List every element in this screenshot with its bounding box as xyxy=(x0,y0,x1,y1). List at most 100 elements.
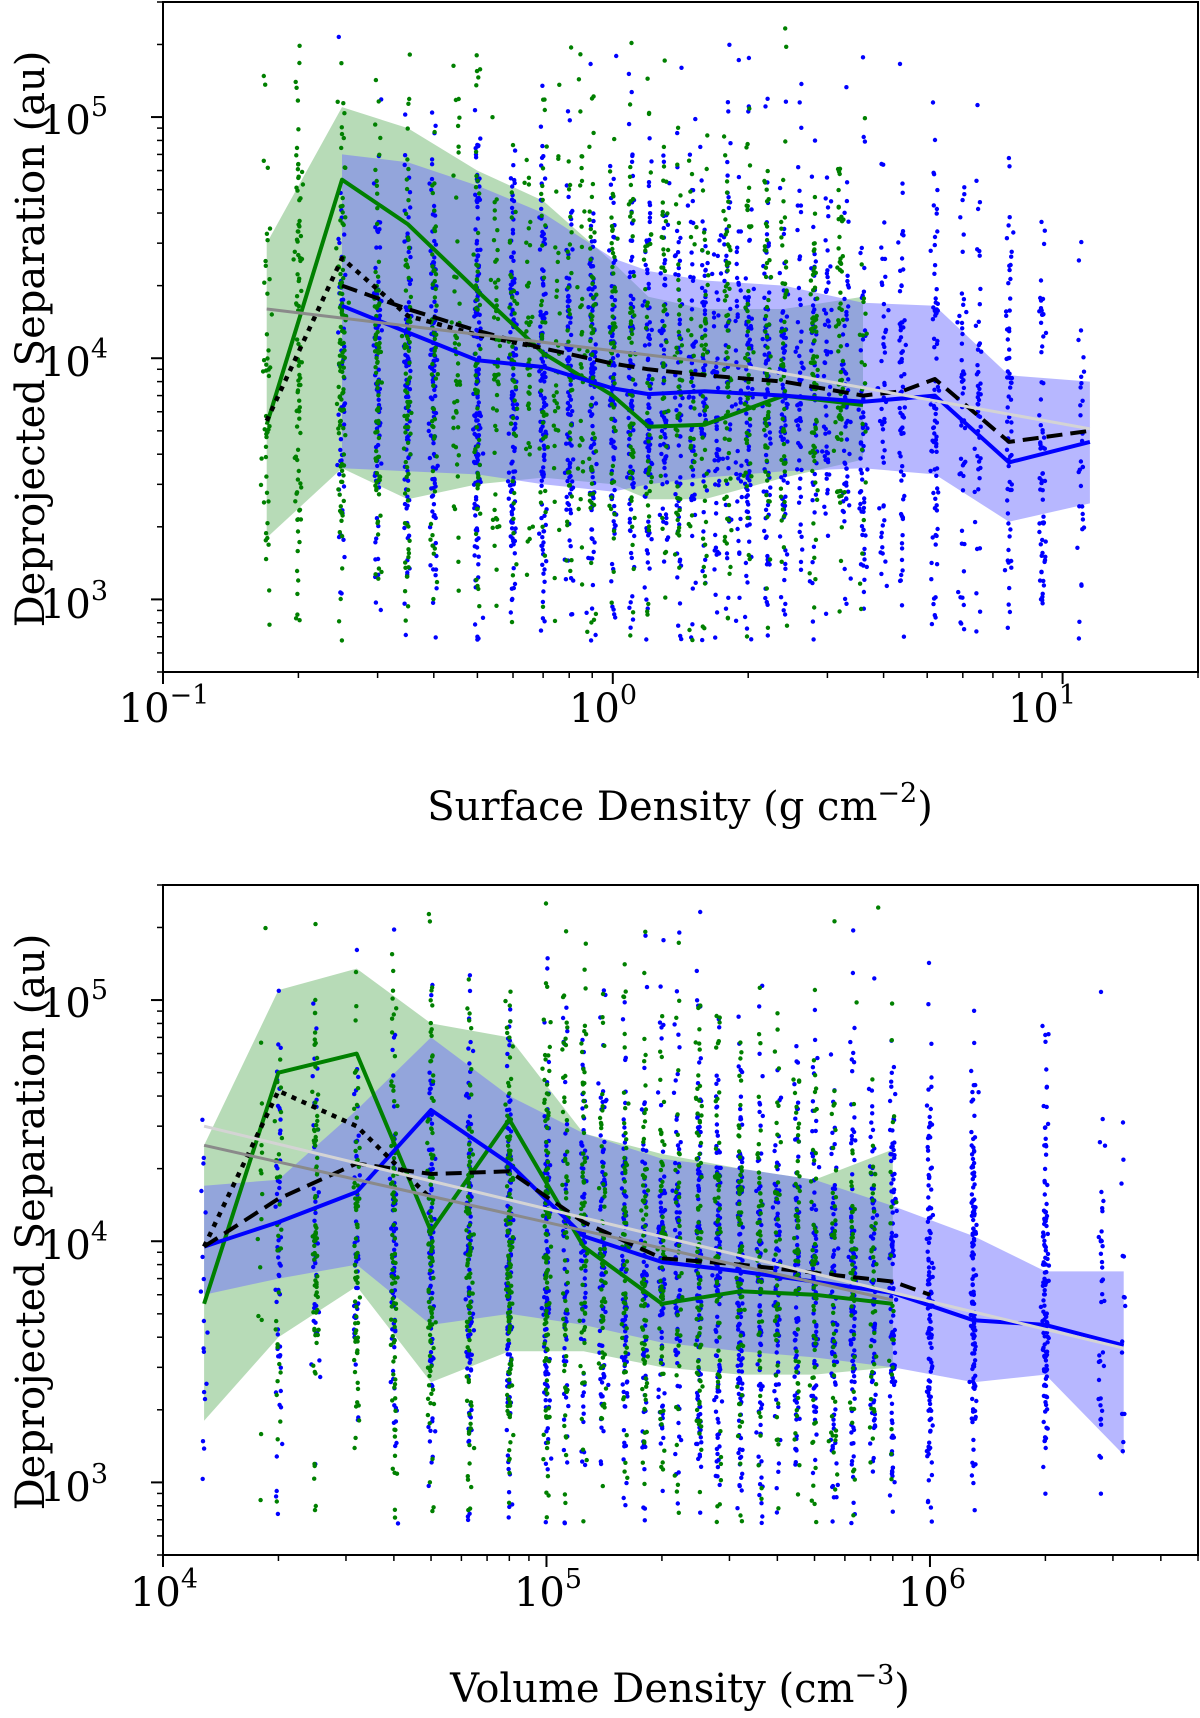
green-data-point xyxy=(495,247,500,253)
green-data-point xyxy=(403,257,409,263)
blue-data-point xyxy=(469,1407,474,1413)
blue-data-point xyxy=(512,551,517,556)
blue-data-point xyxy=(677,557,683,562)
blue-data-point xyxy=(472,544,477,549)
blue-data-point xyxy=(725,100,731,105)
blue-data-point xyxy=(467,1061,472,1066)
green-data-point xyxy=(432,434,437,439)
blue-data-point xyxy=(1005,419,1010,424)
green-data-point xyxy=(764,187,769,192)
blue-data-point xyxy=(678,403,683,408)
blue-data-point xyxy=(809,1206,814,1212)
green-data-point xyxy=(782,469,787,474)
green-data-point xyxy=(578,52,583,57)
blue-data-point xyxy=(1040,497,1046,502)
blue-data-point xyxy=(591,218,596,224)
green-data-point xyxy=(477,67,483,72)
blue-data-point xyxy=(1007,347,1012,352)
blue-data-point xyxy=(977,341,983,346)
green-data-point xyxy=(661,164,667,169)
green-data-point xyxy=(509,215,514,220)
green-data-point xyxy=(526,175,532,180)
green-data-point xyxy=(569,558,574,563)
blue-data-point xyxy=(880,455,886,460)
green-data-point xyxy=(554,278,560,284)
green-data-point xyxy=(340,195,345,201)
blue-data-point xyxy=(901,634,907,639)
green-data-point xyxy=(340,369,345,374)
blue-data-point xyxy=(646,180,652,185)
blue-data-point xyxy=(703,362,708,368)
green-data-point xyxy=(375,360,380,365)
green-data-point xyxy=(838,405,843,410)
blue-data-point xyxy=(728,422,733,427)
blue-data-point xyxy=(693,116,698,122)
blue-data-point xyxy=(931,425,936,431)
blue-data-point xyxy=(474,241,479,246)
green-data-point xyxy=(435,372,440,377)
green-data-point xyxy=(725,381,731,386)
blue-data-point xyxy=(677,258,683,263)
blue-data-point xyxy=(897,405,902,411)
blue-data-point xyxy=(783,566,788,571)
green-data-point xyxy=(404,333,410,339)
green-data-point xyxy=(376,435,382,441)
blue-data-point xyxy=(594,461,599,467)
blue-data-point xyxy=(599,1425,604,1430)
blue-data-point xyxy=(342,554,347,560)
blue-data-point xyxy=(958,456,964,461)
green-data-point xyxy=(629,331,635,337)
blue-data-point xyxy=(646,333,652,338)
blue-data-point xyxy=(1076,469,1081,475)
green-data-point xyxy=(299,360,304,365)
green-data-point xyxy=(376,259,382,264)
green-data-point xyxy=(644,303,650,308)
blue-data-point xyxy=(472,553,477,558)
green-data-point xyxy=(298,481,303,486)
blue-data-point xyxy=(713,482,718,487)
blue-data-point xyxy=(540,599,546,605)
blue-data-point xyxy=(611,176,616,182)
blue-data-point xyxy=(540,547,545,552)
green-data-point xyxy=(744,484,750,489)
green-data-point xyxy=(401,446,407,451)
blue-data-point xyxy=(431,502,437,507)
blue-data-point xyxy=(851,1324,857,1329)
blue-data-point xyxy=(509,389,515,395)
green-data-point xyxy=(265,521,270,526)
blue-data-point xyxy=(433,410,439,416)
green-data-point xyxy=(699,343,704,348)
blue-data-point xyxy=(823,196,828,201)
blue-data-point xyxy=(765,502,771,508)
green-data-point xyxy=(677,411,682,416)
green-data-point xyxy=(405,126,410,131)
green-data-point xyxy=(544,144,549,149)
blue-data-point xyxy=(472,413,477,418)
blue-data-point xyxy=(845,273,850,278)
blue-solid-line xyxy=(341,303,1091,465)
blue-data-point xyxy=(959,341,965,346)
blue-data-point xyxy=(511,353,517,358)
blue-data-point xyxy=(1099,1408,1105,1414)
green-data-point xyxy=(403,430,408,435)
blue-data-point xyxy=(765,633,770,638)
green-data-point xyxy=(746,380,751,385)
green-data-point xyxy=(297,539,302,545)
black-dotted-line xyxy=(264,255,544,422)
green-data-point xyxy=(676,384,681,389)
green-data-point xyxy=(663,595,668,600)
blue-data-point xyxy=(662,432,667,437)
green-data-point xyxy=(724,263,730,268)
blue-data-point xyxy=(844,85,849,90)
blue-data-point xyxy=(957,313,962,319)
blue-data-point xyxy=(645,551,650,556)
blue-data-point xyxy=(338,447,343,453)
green-data-point xyxy=(376,303,381,308)
green-data-point xyxy=(782,295,788,300)
blue-data-point xyxy=(678,235,683,241)
green-data-point xyxy=(511,501,516,506)
green-data-point xyxy=(675,495,680,501)
green-data-point xyxy=(555,259,560,265)
green-data-point xyxy=(295,591,300,597)
blue-data-point xyxy=(377,245,383,250)
